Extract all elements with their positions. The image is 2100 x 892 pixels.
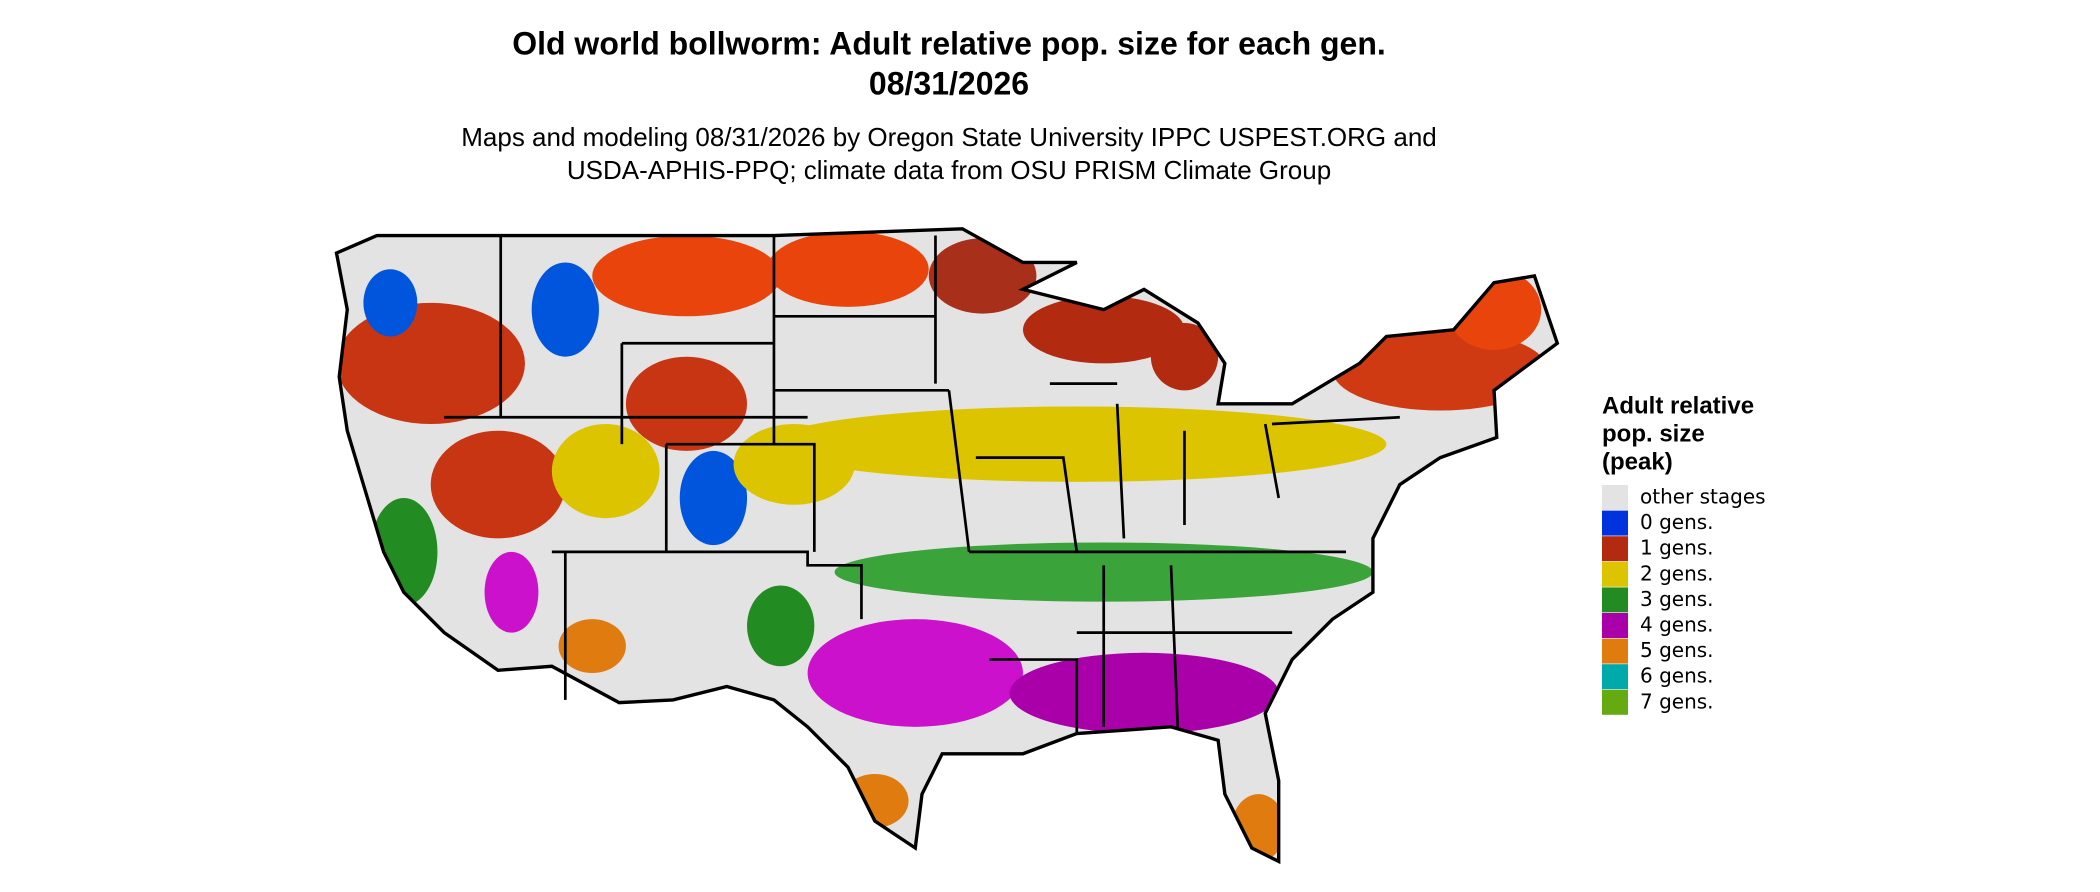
- legend-swatch: [1602, 638, 1628, 664]
- legend-label: 2 gens.: [1640, 561, 1714, 585]
- legend-label: 4 gens.: [1640, 613, 1714, 637]
- legend-swatch: [1602, 587, 1628, 613]
- legend-title: Adult relative: [1602, 392, 1754, 419]
- region: [1022, 296, 1185, 364]
- legend-swatch: [1602, 561, 1628, 587]
- legend-label: 5 gens.: [1640, 638, 1714, 662]
- map: [334, 227, 1560, 864]
- region: [558, 619, 626, 673]
- legend-swatch: [1602, 510, 1628, 536]
- legend-swatch: [1602, 485, 1628, 510]
- region: [1150, 323, 1219, 391]
- region: [592, 235, 781, 317]
- legend-title: (peak): [1602, 448, 1673, 475]
- region: [336, 302, 525, 424]
- region: [807, 619, 1023, 727]
- title-line: 08/31/2026: [869, 65, 1029, 101]
- legend-swatch: [1602, 613, 1628, 638]
- title-line: Old world bollworm: Adult relative pop. …: [512, 25, 1386, 61]
- region: [531, 262, 599, 357]
- region: [363, 269, 418, 337]
- region: [1009, 652, 1279, 734]
- region: [733, 423, 855, 505]
- region: [767, 231, 929, 307]
- legend-swatch: [1602, 664, 1628, 690]
- legend-label: 0 gens.: [1640, 510, 1714, 534]
- region: [625, 356, 748, 451]
- state-borders: [334, 227, 1560, 864]
- legend-swatch: [1602, 689, 1628, 715]
- legend-label: other stages: [1640, 485, 1766, 509]
- legend-swatch: [1602, 536, 1628, 562]
- subtitle-line: Maps and modeling 08/31/2026 by Oregon S…: [461, 122, 1437, 152]
- legend-label: 6 gens.: [1640, 664, 1714, 688]
- region: [928, 238, 1037, 314]
- region: [747, 585, 815, 667]
- legend-label: 3 gens.: [1640, 587, 1714, 611]
- subtitle-line: USDA-APHIS-PPQ; climate data from OSU PR…: [567, 155, 1331, 185]
- region: [551, 423, 660, 519]
- region: [679, 450, 748, 546]
- legend-title: pop. size: [1602, 420, 1705, 447]
- legend-label: 7 gens.: [1640, 689, 1714, 713]
- legend-label: 1 gens.: [1640, 536, 1714, 560]
- region: [430, 430, 566, 539]
- region: [767, 406, 1387, 482]
- region: [484, 551, 539, 633]
